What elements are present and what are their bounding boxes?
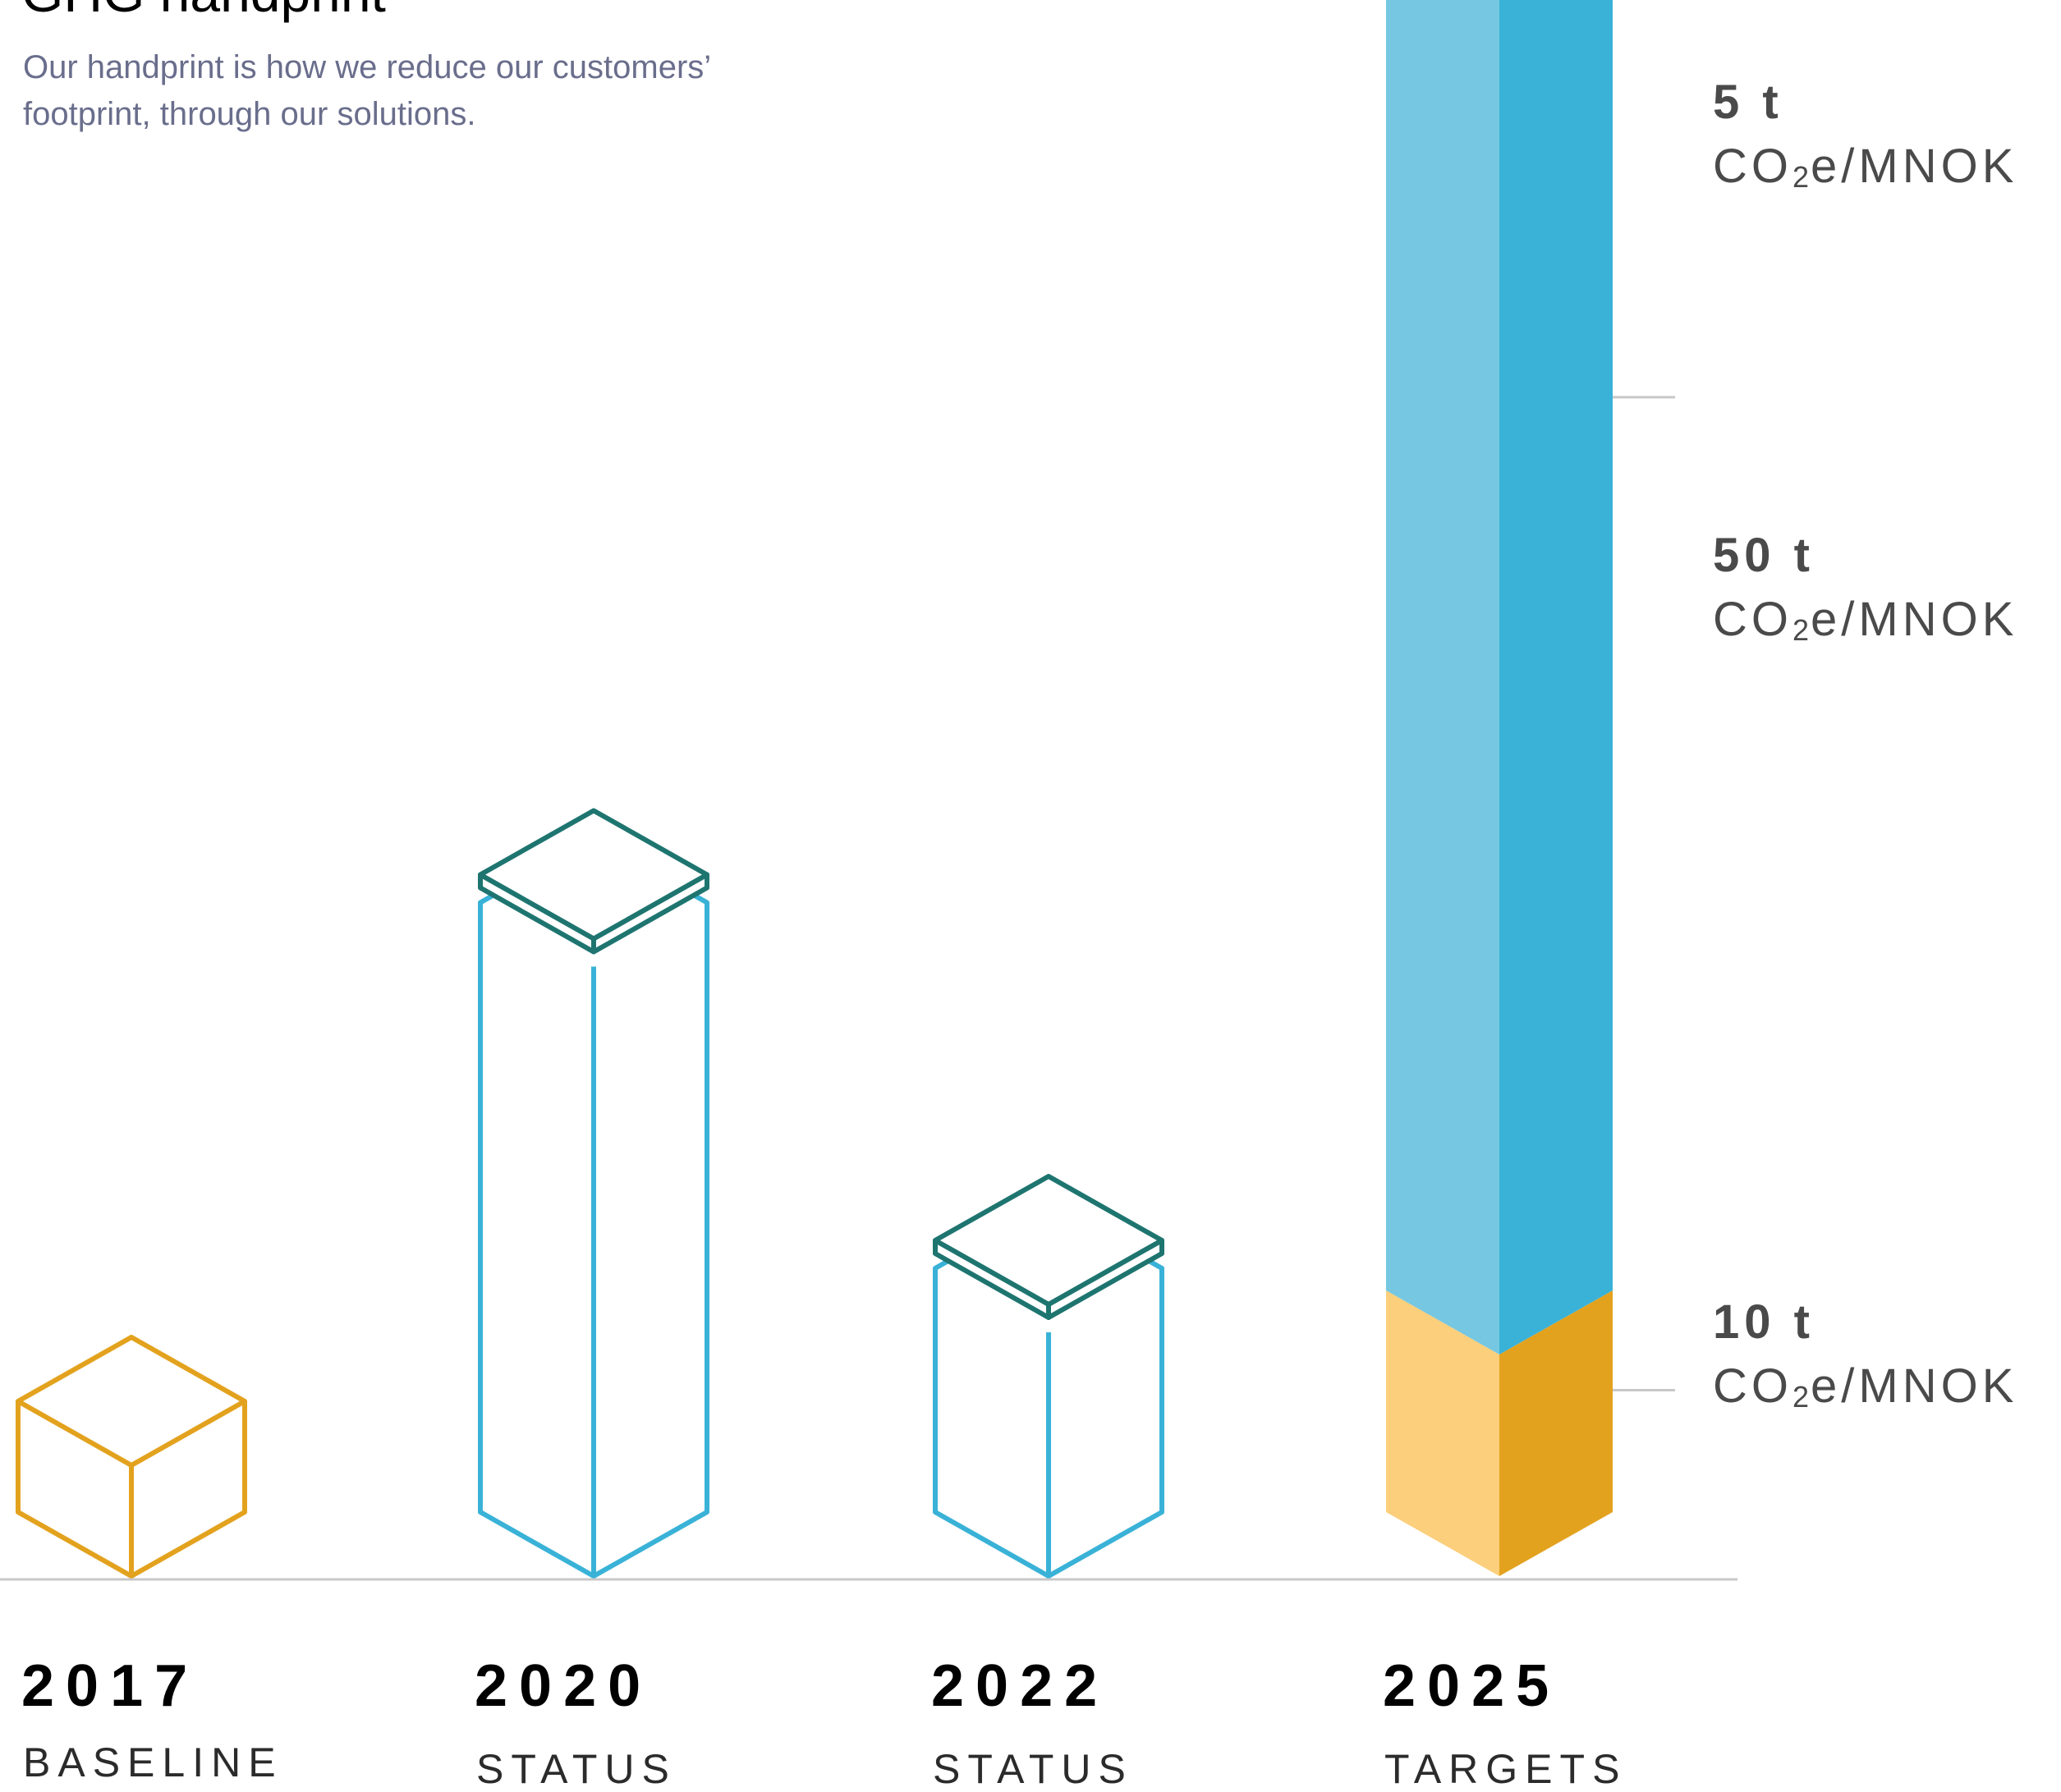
year-label-2022: 2022 xyxy=(931,1653,1109,1719)
bar-2025-segment-bottom-right xyxy=(1499,1290,1613,1576)
bar-2025-segment-middle-left xyxy=(1386,0,1499,1354)
bar-2025-segment-bottom-left xyxy=(1386,1290,1499,1576)
annotation-value: 10 t xyxy=(1713,1295,1815,1349)
category-label-2020: STATUS xyxy=(476,1746,677,1792)
annotation-value: 5 t xyxy=(1713,76,1783,129)
annotation-value: 50 t xyxy=(1713,529,1815,582)
annotation-unit: CO2e/MNOK xyxy=(1713,1359,2018,1414)
bar-2025-segment-middle-right xyxy=(1499,0,1613,1354)
year-label-2020: 2020 xyxy=(475,1653,653,1719)
annotation-bottom-segment: 10 t CO2e/MNOK xyxy=(1713,1299,2017,1412)
annotation-top-segment: 5 t CO2e/MNOK xyxy=(1713,79,2017,192)
annotation-unit: CO2e/MNOK xyxy=(1713,593,2018,647)
bar-2020 xyxy=(478,808,709,1579)
bar-2022-cap-top xyxy=(933,1174,1164,1307)
category-label-2025: TARGETS xyxy=(1384,1746,1627,1792)
category-label-2022: STATUS xyxy=(933,1746,1133,1792)
category-label-2017: BASELINE xyxy=(23,1739,283,1785)
annotation-leader-lines xyxy=(1613,396,1675,1391)
year-label-2017: 2017 xyxy=(21,1653,200,1719)
annotation-unit: CO2e/MNOK xyxy=(1713,140,2018,194)
bar-2025 xyxy=(1386,0,1613,1576)
bar-2017-top-edge xyxy=(16,1399,246,1468)
bar-2022 xyxy=(933,1174,1164,1579)
bar-2017 xyxy=(16,1335,247,1579)
chart-subtitle: Our handprint is how we reduce our custo… xyxy=(23,49,710,132)
annotation-middle-segment: 50 t CO2e/MNOK xyxy=(1713,532,2017,645)
year-label-2025: 2025 xyxy=(1383,1653,1561,1719)
chart-title: GHG handprint xyxy=(21,0,386,20)
chart-bars xyxy=(16,0,1613,1579)
bar-2020-cap-top xyxy=(478,808,709,942)
